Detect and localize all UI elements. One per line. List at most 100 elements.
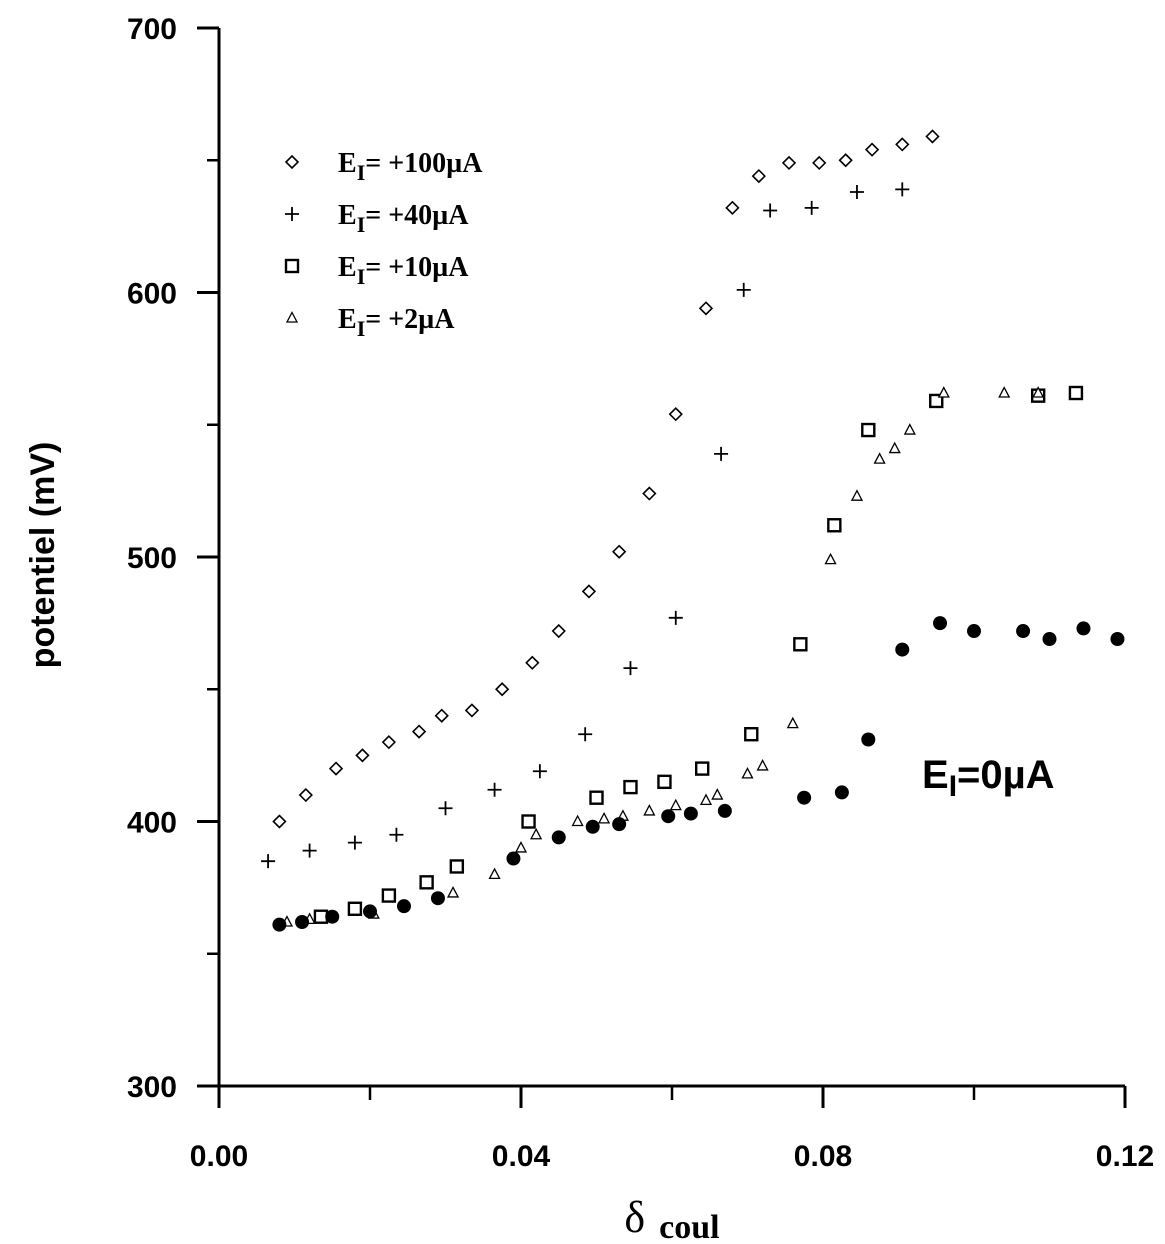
triangle-point bbox=[1032, 386, 1045, 398]
annotation-main: E bbox=[922, 753, 949, 797]
plus-point bbox=[668, 610, 683, 625]
legend-label-main: E bbox=[338, 252, 357, 283]
series-filled-circle bbox=[272, 616, 1125, 932]
triangle-point bbox=[756, 759, 769, 771]
triangle-point bbox=[699, 793, 713, 805]
filled-circle-point bbox=[1076, 621, 1091, 636]
diamond-point bbox=[298, 787, 313, 803]
y-tick-label: 400 bbox=[127, 807, 177, 840]
triangle-point bbox=[571, 814, 584, 827]
legend-label-rest: = +40µA bbox=[365, 200, 469, 231]
filled-circle-point bbox=[612, 817, 627, 832]
square-point bbox=[313, 909, 329, 924]
diamond-point bbox=[328, 761, 344, 776]
plus-point bbox=[804, 200, 819, 215]
triangle-point bbox=[669, 798, 682, 811]
square-point bbox=[744, 727, 759, 742]
diamond-point bbox=[925, 129, 940, 144]
plus-point bbox=[736, 282, 751, 297]
filled-circle-point bbox=[717, 803, 732, 818]
filled-circle-point bbox=[967, 624, 981, 639]
x-axis-title: δ coul bbox=[624, 1193, 719, 1244]
diamond-point bbox=[895, 137, 910, 152]
x-axis-title-subscript: coul bbox=[659, 1209, 719, 1244]
square-point bbox=[929, 393, 944, 409]
legend-label-rest: = +10µA bbox=[365, 252, 469, 283]
plus-point bbox=[763, 203, 778, 218]
annotation-zero-current: EI=0µA bbox=[922, 753, 1055, 803]
filled-circle-point bbox=[834, 785, 849, 800]
square-point bbox=[827, 518, 842, 533]
plus-point bbox=[389, 827, 404, 842]
plus-point bbox=[532, 764, 547, 779]
x-tick-label: 0.00 bbox=[190, 1140, 248, 1173]
filled-circle-point bbox=[1110, 631, 1125, 646]
plus-point bbox=[438, 801, 453, 816]
square-point bbox=[695, 761, 710, 776]
legend-marker-diamond bbox=[284, 154, 300, 170]
x-tick-label: 0.08 bbox=[794, 1140, 852, 1173]
diamond-point bbox=[864, 142, 880, 157]
diamond-point bbox=[642, 486, 657, 501]
square-point bbox=[793, 637, 808, 652]
diamond-point bbox=[838, 153, 853, 168]
square-point bbox=[861, 422, 876, 438]
filled-circle-point bbox=[430, 891, 445, 906]
series-diamond bbox=[272, 129, 940, 829]
plus-point bbox=[487, 782, 502, 797]
legend-item: EI= +100µA bbox=[284, 148, 483, 185]
legend-label: EI= +10µA bbox=[338, 252, 469, 289]
diamond-point bbox=[612, 544, 627, 559]
square-point bbox=[657, 774, 672, 790]
diamond-point bbox=[668, 407, 683, 422]
triangle-point bbox=[741, 766, 754, 779]
diamond-point bbox=[551, 623, 566, 639]
square-point bbox=[381, 888, 397, 903]
filled-circle-point bbox=[295, 915, 310, 930]
legend-label-subscript: I bbox=[357, 316, 366, 341]
filled-circle-point bbox=[363, 904, 377, 919]
filled-circle-point bbox=[797, 790, 812, 805]
x-tick-label: 0.12 bbox=[1096, 1140, 1154, 1173]
triangle-point bbox=[888, 441, 901, 454]
diamond-point bbox=[751, 168, 766, 184]
legend-marker-triangle bbox=[285, 311, 299, 323]
triangle-point bbox=[998, 386, 1011, 398]
legend-label-main: E bbox=[338, 148, 357, 179]
diamond-point bbox=[525, 655, 540, 670]
filled-circle-point bbox=[551, 830, 566, 845]
plus-point bbox=[895, 182, 910, 197]
legend-label-subscript: I bbox=[357, 212, 366, 237]
triangle-point bbox=[488, 867, 501, 880]
data-points bbox=[261, 129, 1125, 932]
triangle-point bbox=[824, 552, 837, 565]
diamond-point bbox=[434, 708, 449, 723]
y-tick-label: 300 bbox=[127, 1071, 177, 1104]
diamond-point bbox=[781, 155, 797, 171]
y-tick-label: 600 bbox=[127, 278, 177, 311]
y-axis-title: potentiel (mV) bbox=[24, 442, 62, 669]
filled-circle-point bbox=[396, 899, 411, 914]
triangle-point bbox=[514, 841, 528, 853]
diamond-point bbox=[725, 200, 740, 215]
filled-circle-point bbox=[683, 806, 698, 821]
filled-circle-point bbox=[933, 616, 948, 631]
plus-point bbox=[714, 446, 729, 461]
annotation-rest: =0µA bbox=[957, 753, 1055, 797]
square-point bbox=[347, 901, 363, 916]
square-point bbox=[623, 779, 638, 795]
legend-label: EI= +2µA bbox=[338, 304, 455, 341]
diamond-point bbox=[494, 682, 510, 697]
filled-circle-point bbox=[272, 917, 287, 932]
legend-label-rest: = +100µA bbox=[365, 148, 483, 179]
diamond-point bbox=[581, 584, 597, 599]
plus-point bbox=[261, 854, 276, 869]
y-tick-label: 700 bbox=[127, 13, 177, 46]
filled-circle-point bbox=[1042, 631, 1057, 646]
plus-point bbox=[849, 184, 864, 199]
triangle-point bbox=[643, 804, 656, 816]
legend-label-subscript: I bbox=[357, 160, 366, 185]
triangle-point bbox=[711, 788, 724, 800]
filled-circle-point bbox=[506, 851, 521, 866]
